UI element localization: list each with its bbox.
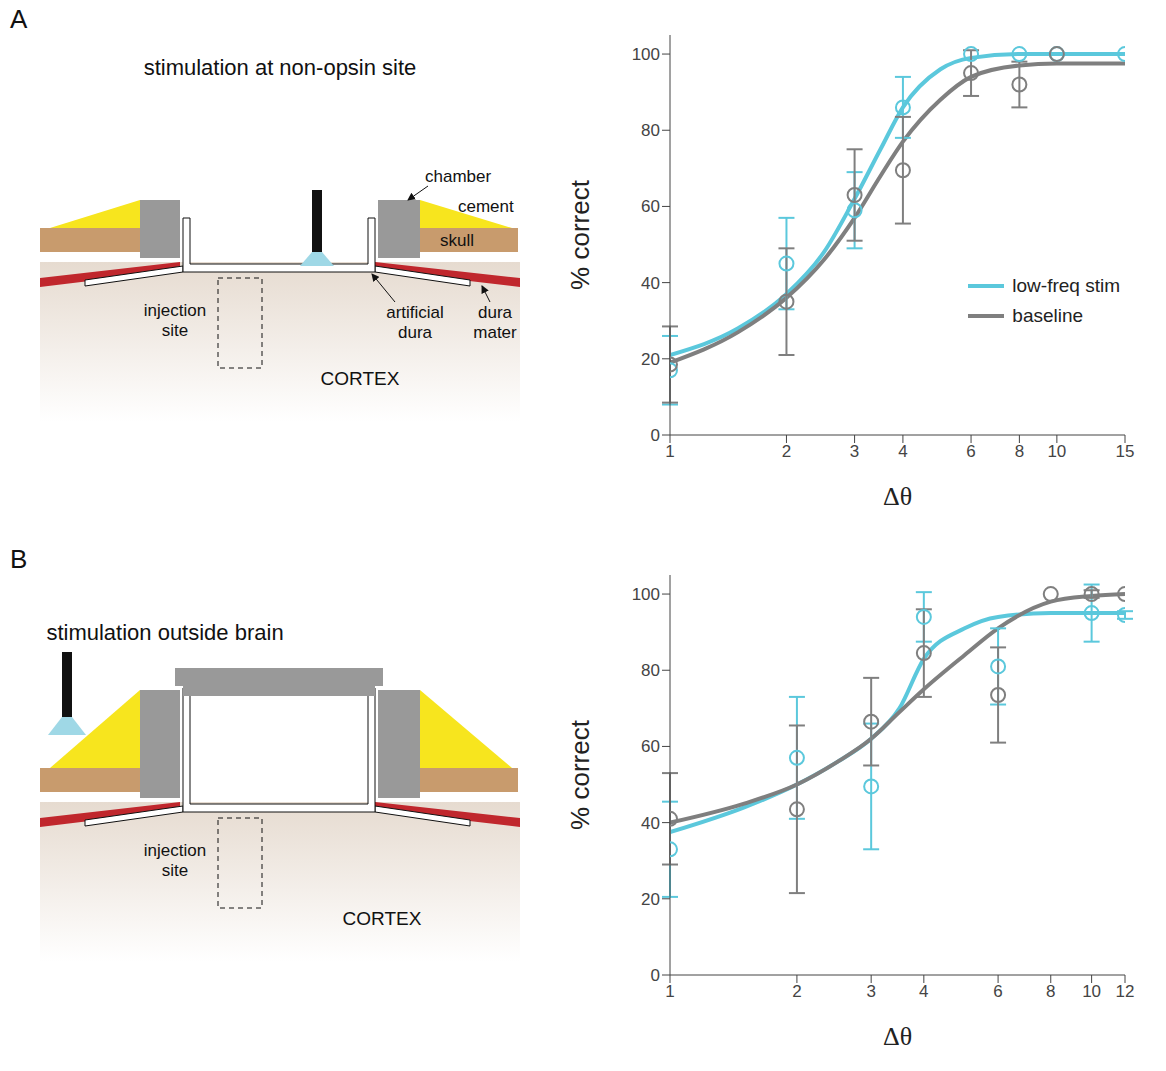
svg-text:Δθ: Δθ bbox=[883, 1022, 912, 1051]
svg-text:injectionsite: injectionsite bbox=[144, 841, 206, 880]
svg-text:cement: cement bbox=[458, 197, 514, 216]
svg-text:stimulation at non-opsin site: stimulation at non-opsin site bbox=[144, 55, 417, 80]
svg-text:60: 60 bbox=[641, 737, 660, 756]
svg-text:3: 3 bbox=[850, 442, 859, 461]
html-text:A: A bbox=[10, 4, 28, 34]
svg-text:12: 12 bbox=[1116, 982, 1135, 1001]
svg-text:duramater: duramater bbox=[473, 303, 517, 342]
svg-text:0: 0 bbox=[651, 966, 660, 985]
svg-text:60: 60 bbox=[641, 197, 660, 216]
svg-text:1: 1 bbox=[665, 982, 674, 1001]
svg-text:3: 3 bbox=[866, 982, 875, 1001]
html-text:B: B bbox=[10, 544, 28, 574]
svg-text:stimulation outside brain: stimulation outside brain bbox=[46, 620, 283, 645]
svg-text:CORTEX: CORTEX bbox=[343, 908, 422, 929]
svg-text:8: 8 bbox=[1046, 982, 1055, 1001]
html-text:low-freq stim: low-freq stim bbox=[1012, 275, 1120, 296]
svg-text:2: 2 bbox=[782, 442, 791, 461]
svg-text:4: 4 bbox=[919, 982, 928, 1001]
svg-text:20: 20 bbox=[641, 890, 660, 909]
svg-text:0: 0 bbox=[651, 426, 660, 445]
svg-text:% correct: % correct bbox=[565, 719, 595, 830]
svg-text:20: 20 bbox=[641, 350, 660, 369]
svg-text:80: 80 bbox=[641, 661, 660, 680]
svg-text:artificialdura: artificialdura bbox=[386, 303, 444, 342]
svg-text:100: 100 bbox=[632, 45, 660, 64]
svg-text:100: 100 bbox=[632, 585, 660, 604]
svg-text:10: 10 bbox=[1047, 442, 1066, 461]
svg-text:8: 8 bbox=[1015, 442, 1024, 461]
svg-text:1: 1 bbox=[665, 442, 674, 461]
svg-text:chamber: chamber bbox=[425, 167, 491, 186]
html-text:baseline: baseline bbox=[1012, 305, 1084, 326]
svg-text:6: 6 bbox=[966, 442, 975, 461]
svg-text:6: 6 bbox=[993, 982, 1002, 1001]
svg-text:injectionsite: injectionsite bbox=[144, 301, 206, 340]
svg-text:4: 4 bbox=[898, 442, 907, 461]
svg-text:15: 15 bbox=[1116, 442, 1135, 461]
svg-text:2: 2 bbox=[792, 982, 801, 1001]
svg-text:Δθ: Δθ bbox=[883, 482, 912, 511]
svg-text:% correct: % correct bbox=[565, 179, 595, 290]
svg-text:skull: skull bbox=[440, 231, 474, 250]
svg-text:40: 40 bbox=[641, 274, 660, 293]
svg-text:40: 40 bbox=[641, 814, 660, 833]
svg-text:80: 80 bbox=[641, 121, 660, 140]
svg-text:CORTEX: CORTEX bbox=[321, 368, 400, 389]
svg-text:10: 10 bbox=[1082, 982, 1101, 1001]
